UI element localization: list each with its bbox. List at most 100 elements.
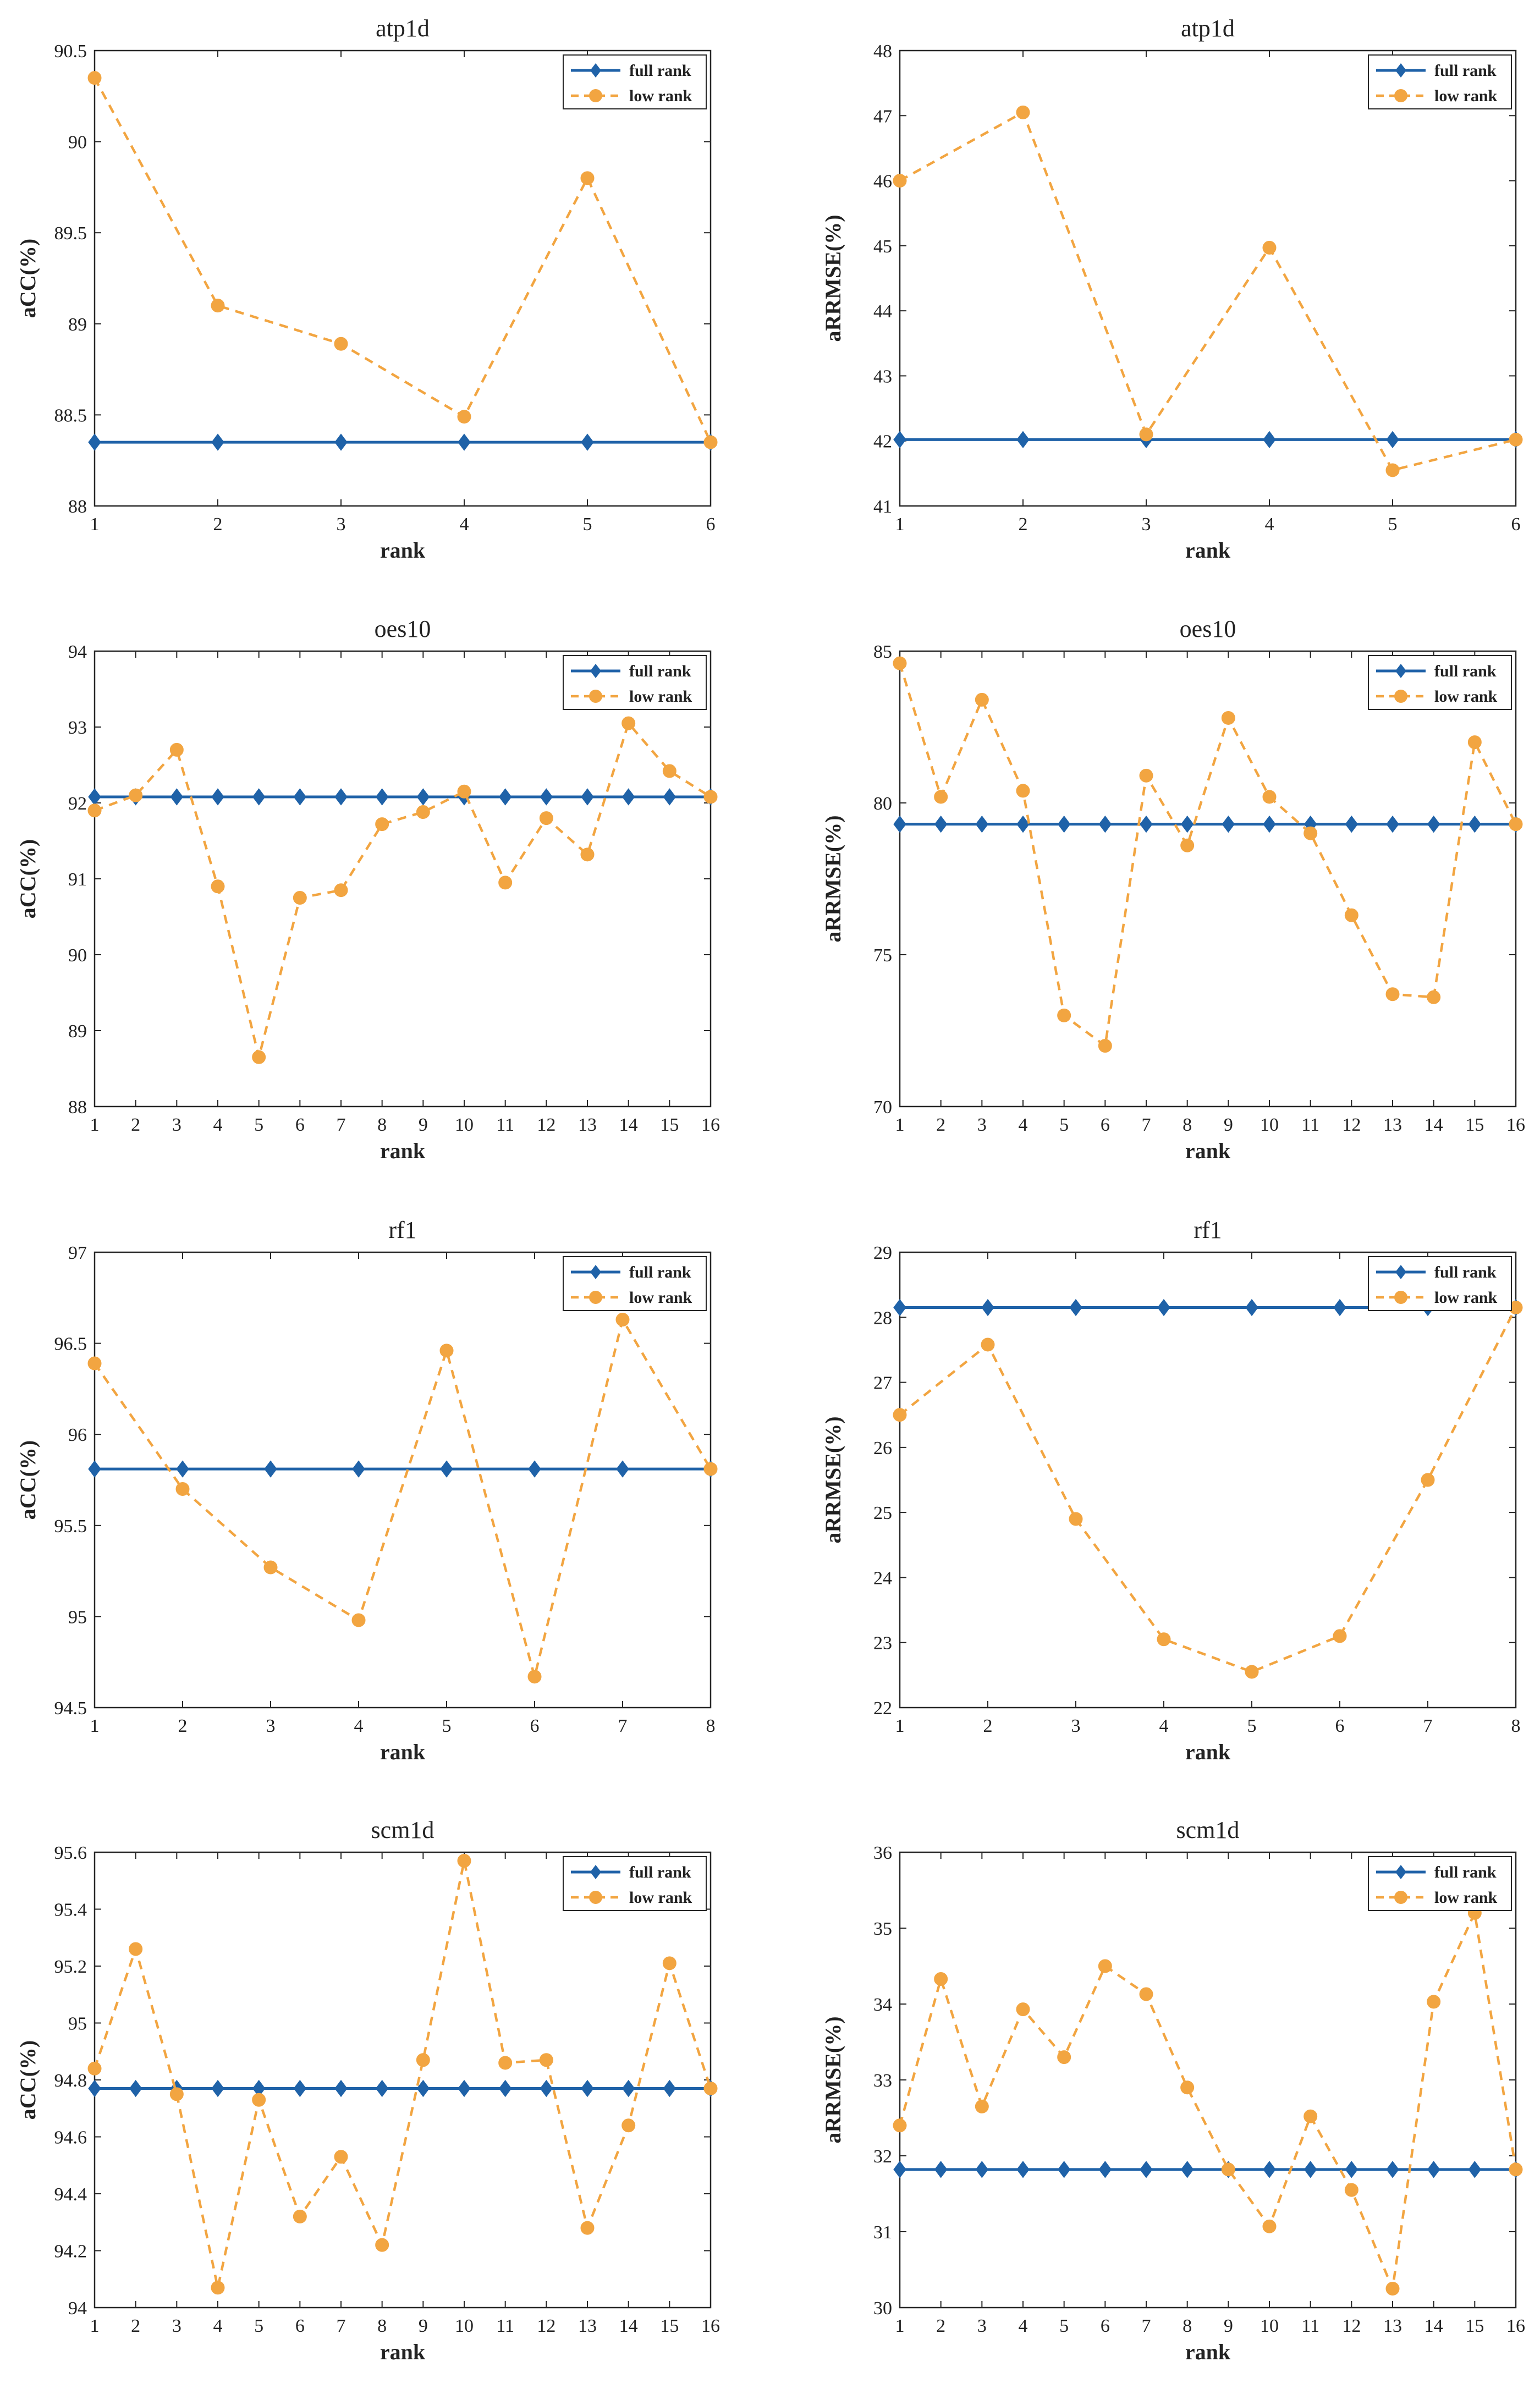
y-tick-label: 89.5: [54, 223, 87, 244]
full-rank-marker: [458, 2079, 471, 2098]
series-line-low-rank: [898, 1908, 1517, 2293]
low-rank-marker: [252, 2093, 266, 2107]
full-rank-marker: [1386, 431, 1399, 449]
low-rank-marker: [1509, 432, 1523, 447]
legend-label-low-rank: low rank: [1434, 1289, 1498, 1307]
x-tick-label: 1: [90, 514, 100, 535]
x-tick-label: 10: [1260, 1115, 1279, 1135]
y-tick-label: 89: [68, 315, 87, 335]
y-tick-label: 91: [68, 869, 87, 890]
x-tick-label: 11: [496, 1115, 514, 1135]
low-rank-marker: [175, 1482, 190, 1496]
x-tick-label: 16: [701, 1115, 720, 1135]
low-rank-marker: [622, 2118, 636, 2133]
low-rank-marker: [580, 2221, 595, 2235]
full-rank-marker: [375, 2079, 389, 2098]
x-tick-label: 1: [90, 1115, 100, 1135]
full-rank-marker: [264, 1460, 277, 1478]
full-rank-marker: [540, 788, 553, 806]
y-tick-label: 94.2: [54, 2242, 87, 2262]
full-rank-marker: [1427, 2161, 1440, 2178]
full-rank-marker: [663, 788, 676, 806]
full-rank-marker: [975, 815, 989, 833]
y-axis-label: aRRMSE(%): [821, 214, 845, 342]
low-rank-marker: [1245, 1665, 1259, 1679]
y-tick-label: 94.8: [54, 2071, 87, 2091]
full-rank-marker: [1468, 815, 1482, 833]
legend-marker-full-rank: [1395, 63, 1406, 78]
series-line-low-rank: [898, 663, 1517, 1048]
low-rank-marker: [934, 1972, 948, 1986]
y-axis-label: aCC(%): [15, 839, 40, 918]
low-rank-marker: [1509, 2162, 1523, 2177]
chart-1: atp1d 1 2 3 4 5 6 88 88.5 89 89.5 90 90.5 rank aCC(%) f…: [15, 15, 718, 563]
low-rank-marker: [580, 847, 595, 862]
low-rank-marker: [975, 2099, 989, 2113]
low-rank-marker: [981, 1337, 995, 1352]
x-tick-label: 6: [1101, 1115, 1110, 1135]
y-tick-label: 95.4: [54, 1900, 87, 1920]
full-rank-marker: [1427, 815, 1440, 833]
full-rank-marker: [934, 815, 948, 833]
low-rank-marker: [1139, 1987, 1153, 2001]
low-rank-marker: [1262, 2219, 1277, 2233]
full-rank-marker: [1222, 815, 1235, 833]
x-tick-label: 10: [455, 1115, 474, 1135]
low-rank-marker: [457, 784, 471, 799]
low-rank-marker: [1344, 2183, 1358, 2197]
chart-title: scm1d: [371, 1816, 435, 1843]
chart-title: oes10: [375, 615, 431, 642]
x-tick-label: 11: [1301, 2316, 1319, 2336]
x-tick-label: 7: [337, 2316, 346, 2336]
x-tick-label: 1: [895, 2316, 905, 2336]
x-tick-label: 3: [266, 1716, 276, 1736]
low-rank-marker: [1221, 711, 1235, 725]
low-rank-marker: [1221, 2162, 1235, 2177]
low-rank-marker: [1139, 427, 1153, 442]
legend-box: [1368, 1256, 1512, 1311]
full-rank-marker: [334, 2079, 348, 2098]
x-axis-label: rank: [380, 2340, 426, 2364]
y-tick-label: 95.5: [54, 1516, 87, 1537]
y-tick-label: 96: [68, 1425, 87, 1445]
x-tick-label: 4: [213, 2316, 223, 2336]
x-tick-label: 7: [1423, 1716, 1433, 1736]
x-tick-label: 14: [619, 1115, 638, 1135]
x-tick-label: 3: [1142, 514, 1151, 535]
x-tick-label: 14: [1425, 2316, 1443, 2336]
x-tick-label: 12: [537, 1115, 556, 1135]
x-tick-label: 1: [895, 1115, 905, 1135]
low-rank-marker: [293, 2209, 307, 2223]
x-tick-label: 1: [90, 2316, 100, 2336]
legend-marker-low-rank: [589, 89, 602, 102]
x-tick-label: 12: [1342, 2316, 1361, 2336]
low-rank-marker: [169, 742, 184, 757]
plot-area: [899, 650, 1517, 1108]
full-rank-marker: [1180, 815, 1194, 833]
full-rank-marker: [170, 788, 184, 806]
low-rank-marker: [1385, 987, 1400, 1001]
x-tick-label: 15: [1465, 2316, 1484, 2336]
y-tick-label: 94.4: [54, 2184, 87, 2205]
full-rank-marker: [334, 788, 348, 806]
full-rank-marker: [616, 1460, 629, 1478]
x-tick-label: 14: [619, 2316, 638, 2336]
x-tick-label: 4: [460, 514, 469, 535]
x-tick-label: 8: [1182, 1115, 1192, 1135]
full-rank-marker: [88, 2079, 101, 2098]
plot-area: [94, 1851, 712, 2309]
y-tick-label: 97: [68, 1243, 87, 1263]
x-tick-label: 6: [530, 1716, 540, 1736]
full-rank-marker: [1016, 431, 1030, 449]
x-tick-label: 16: [1506, 1115, 1525, 1135]
y-tick-label: 95.6: [54, 1843, 87, 1863]
legend-label-low-rank: low rank: [1434, 1889, 1498, 1907]
x-tick-label: 2: [178, 1716, 188, 1736]
legend-marker-full-rank: [1395, 664, 1406, 678]
x-tick-label: 4: [1159, 1716, 1169, 1736]
low-rank-marker: [893, 1408, 907, 1422]
full-rank-marker: [1245, 1298, 1258, 1317]
legend: full rank low rank: [1368, 1856, 1512, 1911]
